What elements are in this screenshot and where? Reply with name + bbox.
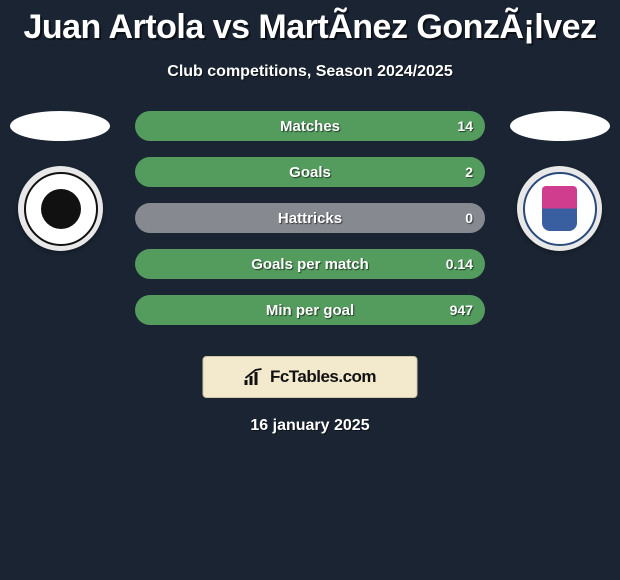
branding-text: FcTables.com — [270, 367, 376, 387]
club-badge-right — [517, 166, 602, 251]
stat-row: Matches 14 — [135, 111, 485, 141]
stat-label: Hattricks — [278, 210, 342, 227]
stat-row: Min per goal 947 — [135, 295, 485, 325]
stat-row: Hattricks 0 — [135, 203, 485, 233]
stats-container: Matches 14 Goals 2 Hattricks 0 Goals per match… — [135, 111, 485, 341]
stat-value-right: 14 — [457, 118, 473, 134]
stat-value-right: 2 — [465, 164, 473, 180]
stat-label: Goals per match — [251, 256, 369, 273]
stat-value-right: 0.14 — [446, 256, 473, 272]
stat-label: Matches — [280, 118, 340, 135]
stat-value-right: 947 — [450, 302, 473, 318]
page-title: Juan Artola vs MartÃ­nez GonzÃ¡lvez — [0, 0, 620, 47]
branding-badge: FcTables.com — [203, 356, 418, 398]
stat-row: Goals 2 — [135, 157, 485, 187]
stat-label: Min per goal — [266, 302, 354, 319]
chart-icon — [244, 368, 264, 386]
page-subtitle: Club competitions, Season 2024/2025 — [0, 63, 620, 81]
stat-row: Goals per match 0.14 — [135, 249, 485, 279]
stat-label: Goals — [289, 164, 331, 181]
player-left-ellipse — [10, 111, 110, 141]
player-right-ellipse — [510, 111, 610, 141]
date-label: 16 january 2025 — [250, 417, 369, 435]
club-badge-left — [18, 166, 103, 251]
stat-value-right: 0 — [465, 210, 473, 226]
